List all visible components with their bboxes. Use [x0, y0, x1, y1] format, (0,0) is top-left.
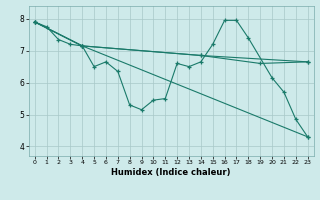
X-axis label: Humidex (Indice chaleur): Humidex (Indice chaleur) [111, 168, 231, 177]
